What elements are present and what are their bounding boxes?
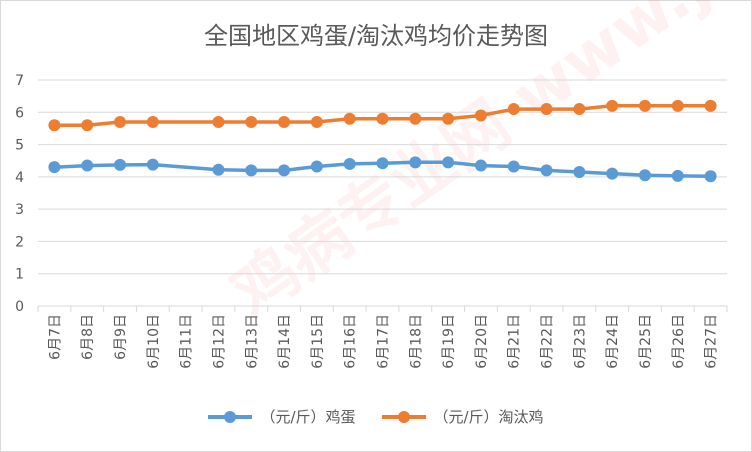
chart-title: 全国地区鸡蛋/淘汰鸡均价走势图 xyxy=(203,22,549,50)
x-tick-label: 6月13日 xyxy=(244,314,260,369)
x-tick-label: 6月9日 xyxy=(113,314,129,360)
legend-item-culled-hens: （元/斤）淘汰鸡 xyxy=(381,406,544,427)
series-1-point xyxy=(474,109,487,122)
legend-item-eggs: （元/斤）鸡蛋 xyxy=(208,406,356,427)
x-tick-label: 6月12日 xyxy=(211,314,227,369)
series-0-point xyxy=(704,170,717,183)
series-0-point xyxy=(343,157,356,170)
series-1-point xyxy=(343,112,356,125)
legend-marker-culled-hens xyxy=(381,410,426,423)
series-0-point xyxy=(638,169,651,182)
x-tick-label: 6月7日 xyxy=(47,314,63,360)
series-1-point xyxy=(146,115,159,128)
y-tick-label: 3 xyxy=(15,202,24,218)
series-1-point xyxy=(573,103,586,116)
series-0-point xyxy=(81,159,94,172)
x-tick-label: 6月24日 xyxy=(605,314,621,369)
x-tick-label: 6月18日 xyxy=(408,314,424,369)
series-0-point xyxy=(507,160,520,173)
series-0-point xyxy=(212,163,225,176)
series-0-point xyxy=(573,166,586,179)
x-tick-label: 6月15日 xyxy=(310,314,326,369)
y-tick-label: 0 xyxy=(15,299,24,315)
series-0-point xyxy=(606,167,619,180)
x-tick-label: 6月19日 xyxy=(441,314,457,369)
series-0-point xyxy=(671,169,684,182)
x-tick-label: 6月16日 xyxy=(343,314,359,369)
series-1-point xyxy=(48,119,61,132)
series-1-point xyxy=(507,103,520,116)
series-1-point xyxy=(704,99,717,112)
series-1-point xyxy=(442,112,455,125)
series-0-point xyxy=(48,161,61,174)
series-1-point xyxy=(114,115,127,128)
series-0-point xyxy=(278,164,291,177)
series-1-point xyxy=(638,99,651,112)
series-0-point xyxy=(409,156,422,169)
series-0-point xyxy=(474,159,487,172)
x-tick-label: 6月23日 xyxy=(572,314,588,369)
series-1-point xyxy=(671,99,684,112)
x-tick-label: 6月11日 xyxy=(179,314,195,369)
series-1-point xyxy=(409,112,422,125)
series-0-point xyxy=(146,158,159,171)
x-tick-label: 6月27日 xyxy=(704,314,720,369)
x-tick-label: 6月25日 xyxy=(638,314,654,369)
series-1-point xyxy=(540,103,553,116)
y-tick-label: 4 xyxy=(15,170,24,186)
series-0-point xyxy=(442,156,455,169)
y-tick-label: 1 xyxy=(15,267,24,283)
legend-marker-eggs xyxy=(208,410,253,423)
series-0-point xyxy=(310,160,323,173)
series-1-point xyxy=(376,112,389,125)
y-tick-label: 6 xyxy=(15,105,24,121)
series-0-point xyxy=(245,164,258,177)
series-0-point xyxy=(114,158,127,171)
series-1-point xyxy=(212,115,225,128)
series-0-point xyxy=(376,157,389,170)
y-tick-label: 5 xyxy=(15,138,24,154)
series-1-point xyxy=(606,99,619,112)
x-tick-label: 6月10日 xyxy=(146,314,162,369)
series-1-point xyxy=(278,115,291,128)
y-tick-label: 7 xyxy=(15,73,24,89)
legend: （元/斤）鸡蛋 （元/斤）淘汰鸡 xyxy=(0,406,752,427)
x-tick-label: 6月17日 xyxy=(376,314,392,369)
x-tick-label: 6月14日 xyxy=(277,314,293,369)
series-1-point xyxy=(310,115,323,128)
x-tick-label: 6月26日 xyxy=(671,314,687,369)
series-1-point xyxy=(245,115,258,128)
x-tick-label: 6月8日 xyxy=(80,314,96,360)
x-tick-label: 6月22日 xyxy=(540,314,556,369)
y-tick-label: 2 xyxy=(15,234,24,250)
series-1-point xyxy=(81,119,94,132)
series-0-point xyxy=(540,164,553,177)
legend-label-eggs: （元/斤）鸡蛋 xyxy=(260,408,356,426)
legend-label-culled-hens: （元/斤）淘汰鸡 xyxy=(433,408,544,426)
x-tick-label: 6月20日 xyxy=(474,314,490,369)
x-tick-label: 6月21日 xyxy=(507,314,523,369)
